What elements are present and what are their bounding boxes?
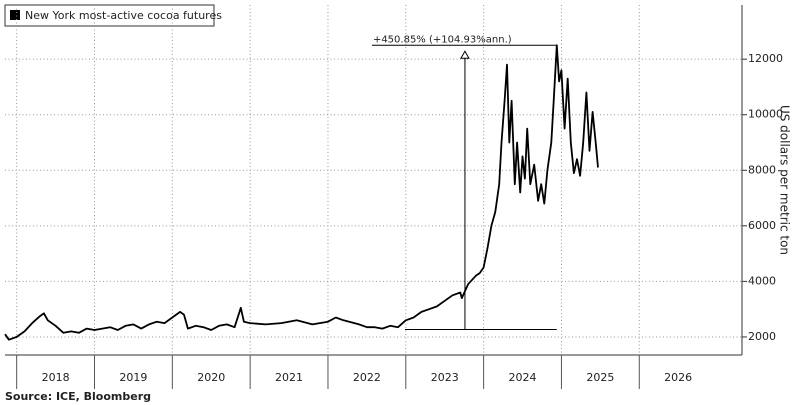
- y-axis-label: US dollars per metric ton: [778, 105, 792, 255]
- y-tick-label: 12000: [748, 52, 783, 65]
- x-tick-label: 2020: [197, 371, 225, 384]
- legend-label: New York most-active cocoa futures: [25, 9, 222, 22]
- x-tick-label: 2019: [119, 371, 147, 384]
- x-tick-label: 2025: [586, 371, 614, 384]
- legend: New York most-active cocoa futures: [4, 4, 222, 27]
- x-tick-label: 2026: [664, 371, 692, 384]
- x-tick-label: 2022: [353, 371, 381, 384]
- source: Source: ICE, Bloomberg: [5, 390, 151, 403]
- annotation-label: +450.85% (+104.93%ann.): [373, 34, 512, 45]
- y-tick-label: 6000: [748, 219, 776, 232]
- y-tick-label: 4000: [748, 274, 776, 287]
- y-tick-label: 10000: [748, 108, 783, 121]
- legend-swatch: [10, 10, 20, 20]
- x-tick-label: 2018: [42, 371, 70, 384]
- x-tick-label: 2023: [431, 371, 459, 384]
- y-tick-label: 2000: [748, 330, 776, 343]
- x-tick-label: 2021: [275, 371, 303, 384]
- price-line: [4, 44, 599, 341]
- legend-box: [4, 4, 215, 27]
- y-tick-label: 8000: [748, 163, 776, 176]
- x-tick-label: 2024: [509, 371, 537, 384]
- annotation-arrowhead: [460, 50, 470, 59]
